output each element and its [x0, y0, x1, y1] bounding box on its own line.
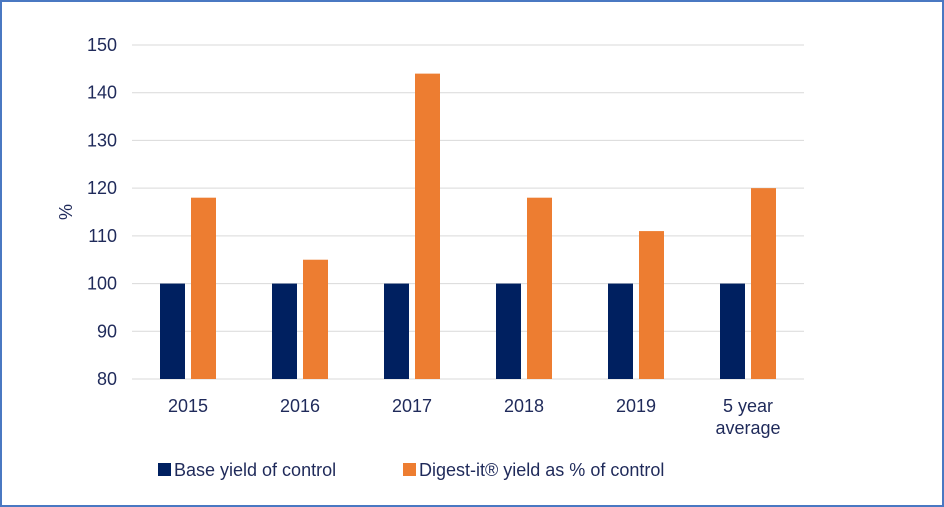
x-tick-label: 2018: [504, 396, 544, 416]
bar-digest: [527, 197, 552, 379]
bars: [160, 73, 776, 379]
y-tick-label: 150: [87, 35, 117, 55]
legend-label: Base yield of control: [174, 460, 336, 480]
legend-swatch: [158, 463, 171, 476]
y-tick-label: 120: [87, 178, 117, 198]
bar-digest: [639, 231, 664, 379]
x-axis-ticks: 2015 2016 2017 2018 2019 5 year average: [168, 396, 781, 438]
legend-label: Digest-it® yield as % of control: [419, 460, 664, 480]
legend-swatch: [403, 463, 416, 476]
bar-base: [272, 283, 297, 379]
y-tick-label: 80: [97, 369, 117, 389]
bar-digest: [191, 197, 216, 379]
bar-base: [720, 283, 745, 379]
x-tick-label: 2017: [392, 396, 432, 416]
bar-base: [384, 283, 409, 379]
x-tick-label: 5 year average: [715, 396, 780, 438]
y-tick-label: 110: [88, 226, 117, 246]
bar-base: [608, 283, 633, 379]
y-tick-label: 100: [87, 274, 117, 294]
bar-digest: [751, 188, 776, 379]
bar-base: [496, 283, 521, 379]
legend: Base yield of control Digest-it® yield as…: [158, 460, 664, 480]
y-tick-label: 130: [87, 130, 117, 150]
x-tick-label: 2019: [616, 396, 656, 416]
y-tick-label: 140: [87, 83, 117, 103]
y-axis-title: %: [56, 204, 76, 220]
x-tick-label: 2015: [168, 396, 208, 416]
y-axis-ticks: 80 90 100 110 120 130 140 150: [87, 35, 117, 389]
bar-base: [160, 283, 185, 379]
x-tick-label: 2016: [280, 396, 320, 416]
y-tick-label: 90: [97, 321, 117, 341]
bar-digest: [415, 73, 440, 379]
bar-digest: [303, 259, 328, 379]
gridlines: [132, 44, 804, 380]
